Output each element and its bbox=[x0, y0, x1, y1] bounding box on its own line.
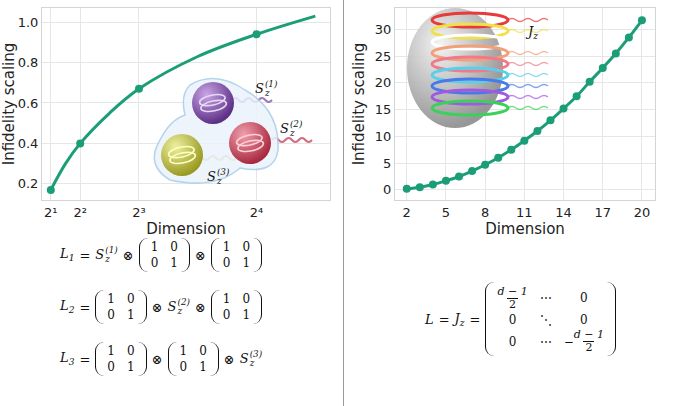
html-text:z: z bbox=[289, 128, 295, 139]
html-text:0: 0 bbox=[580, 290, 588, 305]
svg-text:0: 0 bbox=[383, 182, 391, 197]
html-text:z: z bbox=[264, 88, 270, 99]
svg-text:25: 25 bbox=[375, 49, 392, 64]
html-text:L = Jz =: L = Jz = bbox=[425, 310, 481, 328]
svg-text:14: 14 bbox=[555, 205, 572, 220]
html-text:⊗ S(2): ⊗ S(2) bbox=[151, 296, 190, 315]
svg-text:Infidelity scaling: Infidelity scaling bbox=[0, 43, 18, 166]
svg-text:2³: 2³ bbox=[132, 205, 145, 220]
svg-text:5: 5 bbox=[442, 205, 450, 220]
html-text:0: 0 bbox=[222, 308, 231, 322]
svg-text:20: 20 bbox=[375, 75, 392, 90]
svg-text:2¹: 2¹ bbox=[44, 205, 57, 220]
html-text:S(1): S(1) bbox=[255, 79, 278, 96]
html-text:0: 0 bbox=[508, 313, 517, 328]
svg-text:1.0: 1.0 bbox=[18, 15, 39, 30]
svg-text:Infidelity scaling: Infidelity scaling bbox=[350, 43, 368, 166]
svg-text:0.2: 0.2 bbox=[18, 176, 39, 191]
html-text:0: 0 bbox=[170, 240, 178, 254]
html-text:1: 1 bbox=[222, 292, 231, 306]
html-text:1: 1 bbox=[242, 256, 251, 270]
html-text:z: z bbox=[177, 306, 183, 316]
html-text:0: 0 bbox=[222, 256, 231, 270]
html-text:S(2): S(2) bbox=[280, 119, 303, 136]
html-text:1: 1 bbox=[222, 240, 231, 254]
svg-text:Dimension: Dimension bbox=[146, 220, 226, 238]
html-text:L2 =: L2 = bbox=[60, 298, 91, 316]
svg-text:10: 10 bbox=[375, 129, 392, 144]
html-text:z: z bbox=[105, 254, 110, 264]
html-text:L1 = S(1): L1 = S(1) bbox=[60, 244, 118, 264]
html-text:1: 1 bbox=[199, 360, 207, 374]
html-text:0: 0 bbox=[179, 360, 188, 374]
html-text:1: 1 bbox=[170, 256, 178, 270]
html-text:L3 =: L3 = bbox=[60, 350, 91, 368]
html-text:1: 1 bbox=[127, 308, 135, 322]
svg-text:11: 11 bbox=[516, 205, 533, 220]
svg-text:Dimension: Dimension bbox=[485, 220, 565, 238]
svg-text:20: 20 bbox=[634, 205, 651, 220]
svg-text:15: 15 bbox=[375, 102, 392, 117]
html-text:z: z bbox=[216, 176, 222, 187]
html-text:z: z bbox=[249, 358, 255, 368]
html-text:2: 2 bbox=[585, 341, 593, 355]
html-text:0: 0 bbox=[242, 240, 251, 254]
svg-text:2⁴: 2⁴ bbox=[250, 205, 263, 220]
html-text:0: 0 bbox=[107, 360, 115, 374]
svg-text:8: 8 bbox=[481, 205, 489, 220]
html-text:0: 0 bbox=[508, 334, 517, 349]
svg-text:30: 30 bbox=[375, 22, 392, 37]
html-text:1: 1 bbox=[127, 360, 135, 374]
html-text:2: 2 bbox=[509, 298, 517, 312]
html-text:⊗ S(3): ⊗ S(3) bbox=[223, 348, 263, 367]
svg-text:0.6: 0.6 bbox=[18, 96, 39, 111]
svg-text:0.8: 0.8 bbox=[18, 55, 39, 70]
html-text:0: 0 bbox=[107, 308, 115, 322]
html-text:1: 1 bbox=[242, 308, 251, 322]
svg-text:5: 5 bbox=[383, 156, 391, 171]
html-text:0: 0 bbox=[199, 344, 207, 358]
svg-text:17: 17 bbox=[594, 205, 611, 220]
html-text:1: 1 bbox=[107, 292, 115, 306]
html-text:1: 1 bbox=[107, 344, 115, 358]
svg-text:2: 2 bbox=[403, 205, 411, 220]
svg-text:2²: 2² bbox=[73, 205, 86, 220]
html-text:0: 0 bbox=[150, 256, 159, 270]
svg-text:0.4: 0.4 bbox=[18, 136, 39, 151]
html-text:0: 0 bbox=[580, 313, 588, 328]
html-text:d − 1: d − 1 bbox=[497, 285, 528, 298]
html-text:Jz: Jz bbox=[528, 24, 538, 42]
html-text:1: 1 bbox=[179, 344, 188, 358]
html-text:0: 0 bbox=[242, 292, 251, 306]
html-text:0: 0 bbox=[127, 292, 135, 306]
html-text:−d − 1: −d − 1 bbox=[563, 328, 604, 349]
html-text:1: 1 bbox=[150, 240, 159, 254]
html-text:0: 0 bbox=[127, 344, 135, 358]
html-text:S(3): S(3) bbox=[207, 167, 230, 184]
